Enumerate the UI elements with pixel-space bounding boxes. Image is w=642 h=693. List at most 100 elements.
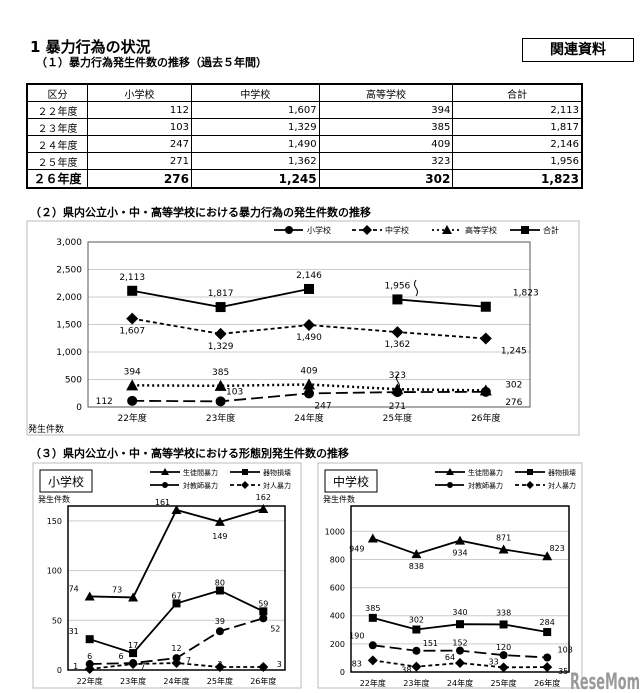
square-marker (480, 301, 491, 312)
x-tick-label: 23年度 (206, 412, 235, 424)
square-marker (304, 283, 314, 294)
axis-break-mark (414, 279, 418, 297)
watermark-logo: ReseMom (570, 670, 640, 693)
y-tick-label: 500 (65, 376, 82, 386)
column-header: 中学校 (190, 83, 320, 102)
data-label: 823 (550, 544, 565, 553)
triangle-marker (161, 468, 169, 475)
table-header-row: 区分 小学校 中学校 高等学校 合計 (26, 83, 583, 102)
y-tick-label: 400 (330, 612, 345, 621)
chart-title-box (324, 469, 378, 493)
y-axis-label: 発生件数 (38, 494, 70, 504)
x-tick-label: 22年度 (117, 412, 146, 424)
diamond-marker (84, 664, 95, 675)
data-label: 385 (212, 368, 229, 378)
column-header: 高等学校 (318, 83, 454, 102)
circle-marker (412, 646, 421, 655)
legend-label: 高等学校 (465, 225, 497, 235)
row-label: ２２年度 (26, 101, 88, 119)
diamond-marker (362, 225, 372, 235)
diamond-marker (214, 327, 227, 340)
data-label: 3 (217, 660, 222, 669)
triangle-marker (391, 383, 404, 395)
data-label: 12 (171, 644, 181, 653)
data-label: 6 (87, 652, 92, 661)
y-tick-label: 1000 (325, 527, 345, 536)
data-label: 1,245 (501, 347, 527, 357)
square-marker (172, 599, 181, 608)
triangle-marker (442, 225, 452, 234)
x-tick-label: 25年度 (207, 676, 233, 686)
y-axis-label: 発生件数 (323, 494, 355, 504)
circle-marker (215, 627, 224, 636)
data-label: 394 (124, 367, 141, 377)
plot-area (87, 241, 531, 408)
square-marker (215, 302, 226, 313)
total-incidents-chart: 0 500 1,000 1,500 2,000 2,500 3,000 22年度 23年度 24年… (26, 220, 580, 436)
triangle-marker (84, 591, 95, 601)
table-cell: 323 (318, 152, 454, 170)
table-cell: 2,146 (452, 135, 583, 153)
x-tick-label: 25年度 (383, 412, 412, 424)
data-label: 80 (215, 578, 225, 587)
y-axis-label: 発生件数 (28, 423, 64, 435)
data-label: 1,956 (385, 281, 411, 291)
table-cell: 271 (87, 152, 192, 170)
circle-marker (162, 482, 168, 488)
table-cell: 2,113 (452, 101, 583, 119)
square-marker (259, 607, 268, 616)
y-tick-label: 1,500 (56, 321, 82, 331)
x-tick-label: 26年度 (534, 678, 560, 688)
table-row: ２３年度 103 1,329 385 1,817 (26, 118, 583, 136)
square-marker (242, 469, 248, 475)
diamond-marker (171, 658, 182, 669)
triangle-marker (367, 533, 378, 543)
x-tick-label: 26年度 (250, 676, 276, 686)
diamond-marker (526, 481, 534, 489)
triangle-marker (126, 379, 139, 391)
triangle-marker (128, 592, 139, 602)
table-row: ２５年度 271 1,362 323 1,956 (26, 152, 583, 170)
triangle-marker (214, 516, 225, 526)
data-label: 1 (73, 662, 78, 671)
circle-marker (368, 641, 377, 650)
data-label: 838 (409, 562, 424, 571)
y-tick-label: 600 (330, 584, 345, 593)
data-label: 31 (69, 627, 79, 636)
circle-marker (456, 646, 464, 655)
diamond-marker (367, 655, 378, 666)
row-label: ２５年度 (26, 152, 88, 170)
table-cell: 103 (87, 118, 192, 136)
data-label: 73 (112, 585, 122, 594)
square-marker (543, 628, 552, 637)
circle-marker (215, 396, 226, 407)
data-label: 64 (445, 653, 455, 662)
legend-label: 器物損壊 (263, 468, 291, 477)
circle-marker (543, 653, 552, 662)
diamond-marker (479, 332, 492, 345)
chart-title: 小学校 (48, 474, 84, 489)
data-label: 38 (401, 666, 411, 675)
series-line (397, 298, 486, 308)
data-label: 934 (452, 549, 467, 558)
data-label: 949 (349, 544, 364, 553)
row-label: ２４年度 (26, 135, 88, 153)
data-label: 340 (452, 608, 467, 617)
y-tick-label: 100 (47, 567, 62, 576)
data-label: 284 (540, 618, 555, 627)
data-label: 151 (423, 639, 438, 648)
y-tick-label: 1,000 (56, 348, 82, 358)
x-tick-label: 24年度 (163, 676, 189, 686)
data-label: 276 (505, 398, 522, 408)
data-label: 3 (277, 660, 282, 669)
x-tick-label: 24年度 (447, 678, 473, 688)
row-label: ２６年度 (26, 169, 88, 189)
diamond-marker (126, 312, 139, 325)
circle-marker (447, 482, 453, 488)
data-label: 161 (155, 498, 170, 507)
x-tick-label: 24年度 (294, 412, 323, 424)
table-cell: 1,245 (190, 169, 320, 189)
data-label: 52 (270, 624, 280, 633)
diamond-marker (411, 661, 422, 672)
